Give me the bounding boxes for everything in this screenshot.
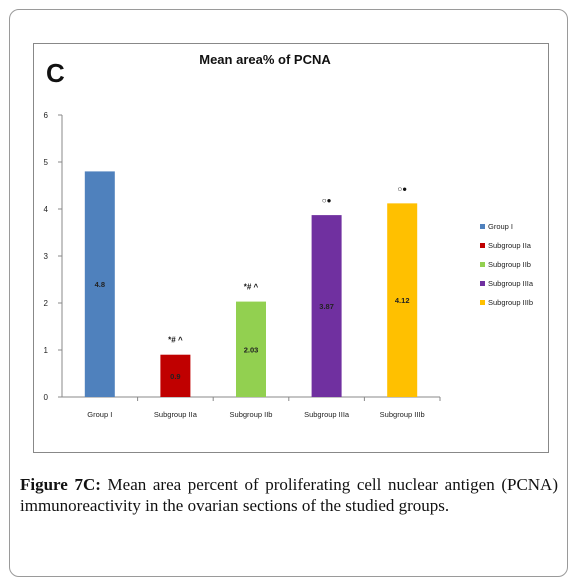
legend-label: Group I xyxy=(488,222,513,231)
significance-annotation: ○● xyxy=(322,196,332,205)
bar xyxy=(387,203,418,397)
legend-swatch xyxy=(480,224,485,229)
significance-annotation: *# ^ xyxy=(244,283,259,292)
chart-title: Mean area% of PCNA xyxy=(199,52,331,67)
chart-panel xyxy=(33,43,549,453)
legend-label: Subgroup IIb xyxy=(488,260,531,269)
bar xyxy=(311,215,342,397)
legend-label: Subgroup IIa xyxy=(488,241,532,250)
legend-swatch xyxy=(480,281,485,286)
data-label: 4.12 xyxy=(395,296,410,305)
x-tick-label: Subgroup IIa xyxy=(154,410,198,419)
bar xyxy=(84,171,115,397)
legend-swatch xyxy=(480,262,485,267)
y-tick-label: 6 xyxy=(44,111,49,120)
legend-swatch xyxy=(480,300,485,305)
significance-annotation: *# ^ xyxy=(168,336,183,345)
x-tick-label: Subgroup IIb xyxy=(230,410,273,419)
x-tick-label: Subgroup IIIa xyxy=(304,410,350,419)
y-tick-label: 1 xyxy=(44,346,49,355)
data-label: 4.8 xyxy=(95,280,105,289)
data-label: 3.87 xyxy=(319,302,334,311)
y-tick-label: 4 xyxy=(44,205,49,214)
legend-label: Subgroup IIIb xyxy=(488,298,533,307)
legend-label: Subgroup IIIa xyxy=(488,279,534,288)
bar xyxy=(160,354,191,397)
y-tick-label: 0 xyxy=(44,393,49,402)
data-label: 2.03 xyxy=(244,345,259,354)
legend-swatch xyxy=(480,243,485,248)
caption-label: Figure 7C: xyxy=(20,475,101,494)
x-tick-label: Group I xyxy=(87,410,112,419)
significance-annotation: ○● xyxy=(397,184,407,193)
panel-letter: C xyxy=(46,58,65,88)
bar xyxy=(236,301,266,397)
figure-caption: Figure 7C: Mean area percent of prolifer… xyxy=(20,474,558,516)
y-tick-label: 3 xyxy=(44,252,49,261)
y-tick-label: 5 xyxy=(44,158,49,167)
y-tick-label: 2 xyxy=(44,299,49,308)
data-label: 0.9 xyxy=(170,372,180,381)
x-tick-label: Subgroup IIIb xyxy=(380,410,425,419)
caption-text: Mean area percent of proliferating cell … xyxy=(20,475,558,515)
